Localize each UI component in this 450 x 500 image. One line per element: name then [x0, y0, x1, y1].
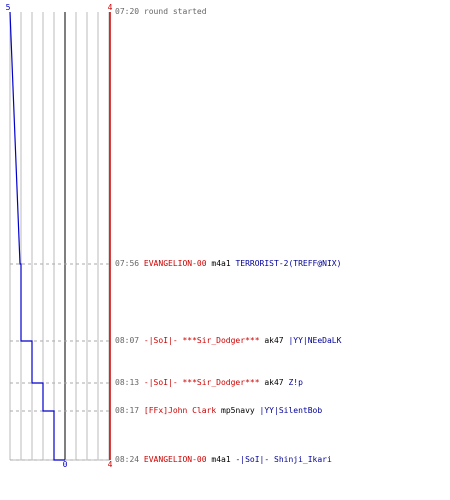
blue-start-label: 5: [6, 3, 11, 12]
grid-lines: [9, 12, 110, 461]
victim-name: Z!p: [288, 378, 303, 387]
event-time: 07:56: [115, 259, 140, 268]
event-time: 08:13: [115, 378, 140, 387]
blue-team-line: [9, 11, 65, 461]
event-note: round started: [143, 7, 207, 16]
event-row: 07:56 EVANGELION-00 m4a1 TERRORIST-2(TRE…: [115, 259, 341, 269]
killer-name: [FFx]John Clark: [143, 406, 217, 415]
red-start-label: 4: [108, 3, 113, 12]
killer-name: EVANGELION-00: [143, 455, 207, 464]
team-lines: [9, 11, 111, 461]
victim-name: |YY|SilentBob: [259, 406, 323, 415]
event-time: 07:20: [115, 7, 140, 16]
victim-name: -|SoI|- Shinji_Ikari: [235, 455, 332, 464]
event-row: 08:24 EVANGELION-00 m4a1 -|SoI|- Shinji_…: [115, 455, 332, 465]
victim-name: TERRORIST-2(TREFF@NIX): [235, 259, 342, 268]
weapon-name: m4a1: [211, 259, 231, 268]
weapon-name: m4a1: [211, 455, 231, 464]
event-row: 08:17 [FFx]John Clark mp5navy |YY|Silent…: [115, 406, 322, 416]
blue-end-label: 0: [63, 460, 68, 469]
event-row: 08:13 -|SoI|- ***Sir_Dodger*** ak47 Z!p: [115, 378, 303, 388]
weapon-name: mp5navy: [221, 406, 255, 415]
weapon-name: ak47: [264, 378, 284, 387]
killer-name: -|SoI|- ***Sir_Dodger***: [143, 336, 260, 345]
event-time: 08:24: [115, 455, 140, 464]
killer-name: -|SoI|- ***Sir_Dodger***: [143, 378, 260, 387]
victim-name: |YY|NEeDaLK: [288, 336, 342, 345]
event-guide-lines: [10, 263, 110, 461]
event-time: 08:07: [115, 336, 140, 345]
event-row: 07:20 round started: [115, 7, 207, 17]
event-time: 08:17: [115, 406, 140, 415]
red-end-label: 4: [108, 460, 113, 469]
axis-end-labels: 5 4 0 4: [6, 3, 113, 469]
weapon-name: ak47: [264, 336, 284, 345]
event-row: 08:07 -|SoI|- ***Sir_Dodger*** ak47 |YY|…: [115, 336, 341, 346]
killer-name: EVANGELION-00: [143, 259, 207, 268]
